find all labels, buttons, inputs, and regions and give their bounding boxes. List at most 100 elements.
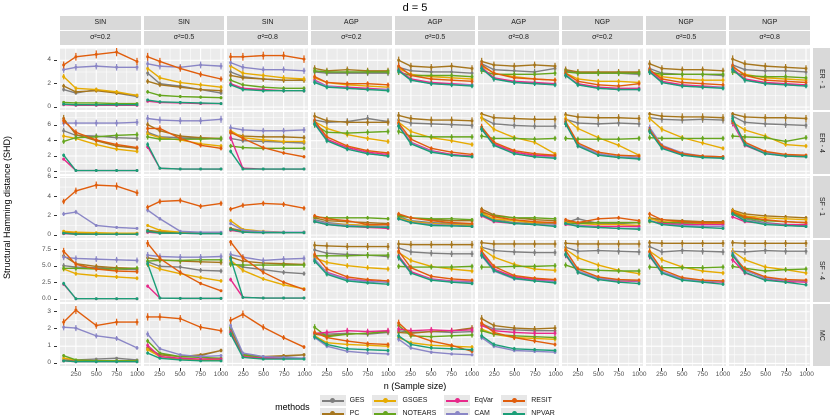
panel-canvas (60, 240, 141, 302)
y-tick-label: 0 (47, 359, 51, 367)
legend-key-CAM (444, 408, 471, 415)
x-axis-ticks: 250 500 750 1000 (395, 368, 480, 380)
facet-group-label: NGP (729, 16, 810, 30)
facet-group-label: AGP (394, 16, 476, 30)
facet-row-strip-SF-4: SF - 4 (812, 240, 830, 302)
x-tick-mark (159, 368, 161, 371)
facet-col-strip-NGP-7: NGP σ²=0.5 (645, 16, 727, 46)
facet-sigma-label: σ²=0.2 (310, 31, 392, 45)
panel-canvas (561, 304, 643, 366)
x-tick-label: 1000 (381, 371, 396, 378)
x-tick-mark (722, 368, 724, 371)
y-tick-label: 4 (47, 136, 51, 144)
x-axis-ticks: 250 500 750 1000 (311, 368, 396, 380)
facet-group-label: SIN (227, 16, 308, 30)
panel-ER-4-SIN-2 (227, 112, 308, 174)
facet-row-strip-MC: MC (812, 304, 830, 366)
panel-MC-NGP-7 (645, 304, 727, 366)
x-tick-label: 500 (258, 371, 270, 378)
x-tick-mark (471, 368, 473, 371)
panel-canvas (394, 176, 476, 238)
series-line-CAM (648, 127, 723, 158)
panel-ER-4-AGP-4 (394, 112, 476, 174)
x-tick-mark (618, 368, 620, 371)
y-tick-label: 6 (47, 173, 51, 181)
y-tick-mark (54, 170, 57, 172)
panel-ER-1-AGP-5 (478, 48, 559, 110)
y-axis-ticks: 0 2 4 6 (17, 173, 57, 239)
facet-col-strip-NGP-6: NGP σ²=0.2 (561, 16, 643, 46)
panel-canvas (310, 304, 392, 366)
x-tick-label: 1000 (297, 371, 312, 378)
x-tick-mark (451, 368, 453, 371)
panel-ER-4-NGP-8 (729, 112, 810, 174)
x-axis-ticks: 250 500 750 1000 (227, 368, 312, 380)
x-tick-mark (534, 368, 536, 371)
x-tick-mark (75, 368, 77, 371)
y-tick-mark (54, 265, 57, 267)
x-tick-mark (765, 368, 767, 371)
legend-item-GES: GES (319, 395, 365, 407)
legend-label-GSGES: GSGES (402, 397, 428, 404)
panel-ER-4-SIN-1 (143, 112, 225, 174)
x-axis-ticks: 250 500 750 1000 (60, 368, 145, 380)
panel-canvas (645, 240, 727, 302)
x-tick-label: 1000 (464, 371, 480, 378)
x-tick-label: 500 (90, 371, 102, 378)
x-tick-mark (304, 368, 306, 371)
series-line-CAM (146, 209, 221, 233)
panel-SF-4-NGP-8 (729, 240, 810, 302)
panel-SF-1-SIN-0 (60, 176, 141, 238)
panel-MC-SIN-2 (227, 304, 308, 366)
facet-col-strip-NGP-8: NGP σ²=0.8 (729, 16, 810, 46)
legend-label-NOTEARS: NOTEARS (402, 410, 437, 415)
legend-item-EqVar: EqVar (444, 395, 493, 407)
facet-col-strip-SIN-1: SIN σ²=0.5 (143, 16, 225, 46)
legend-key-GES (319, 395, 346, 406)
y-tick-label: 2 (47, 152, 51, 159)
x-tick-label: 750 (111, 371, 123, 378)
panel-canvas (478, 48, 559, 110)
x-tick-mark (577, 368, 579, 371)
panel-canvas (645, 176, 727, 238)
legend-key-dot (454, 398, 460, 403)
x-tick-label: 750 (362, 371, 374, 378)
panel-canvas (478, 240, 559, 302)
x-tick-mark (387, 368, 389, 371)
series-line-RESIT (565, 250, 640, 281)
facet-sigma-label: σ²=0.5 (143, 31, 225, 45)
y-tick-label: 0 (47, 231, 51, 239)
x-tick-mark (116, 368, 118, 371)
legend-label-GES: GES (349, 397, 365, 404)
panel-SF-1-NGP-8 (729, 176, 810, 238)
y-tick-mark (54, 124, 57, 126)
y-tick-mark (54, 328, 57, 330)
legend-key-NPVAR (501, 408, 528, 415)
y-tick-label: 2 (47, 324, 51, 332)
panel-ER-1-SIN-1 (143, 48, 225, 110)
x-tick-label: 250 (405, 371, 417, 378)
x-tick-label: 750 (278, 371, 290, 378)
y-tick-label: 0 (47, 103, 51, 111)
panel-canvas (394, 48, 476, 110)
y-axis-label: Structural Hamming distance (SHD) (2, 135, 12, 279)
panel-canvas (394, 240, 476, 302)
x-tick-mark (410, 368, 412, 371)
x-tick-mark (785, 368, 787, 371)
x-tick-label: 500 (676, 371, 688, 378)
panel-SF-4-SIN-2 (227, 240, 308, 302)
panel-ER-1-NGP-7 (645, 48, 727, 110)
facet-group-label: SIN (60, 16, 141, 30)
panel-ER-4-AGP-3 (310, 112, 392, 174)
x-tick-mark (681, 368, 683, 371)
panel-ER-1-NGP-6 (561, 48, 643, 110)
y-tick-mark (54, 155, 57, 157)
legend-item-NOTEARS: NOTEARS (372, 408, 436, 415)
x-tick-mark (242, 368, 244, 371)
legend-column: GSGES NOTEARS (372, 395, 436, 415)
facet-sigma-label: σ²=0.8 (478, 31, 559, 45)
legend-key-dot (330, 411, 336, 415)
panel-canvas (227, 240, 308, 302)
panel-MC-AGP-4 (394, 304, 476, 366)
